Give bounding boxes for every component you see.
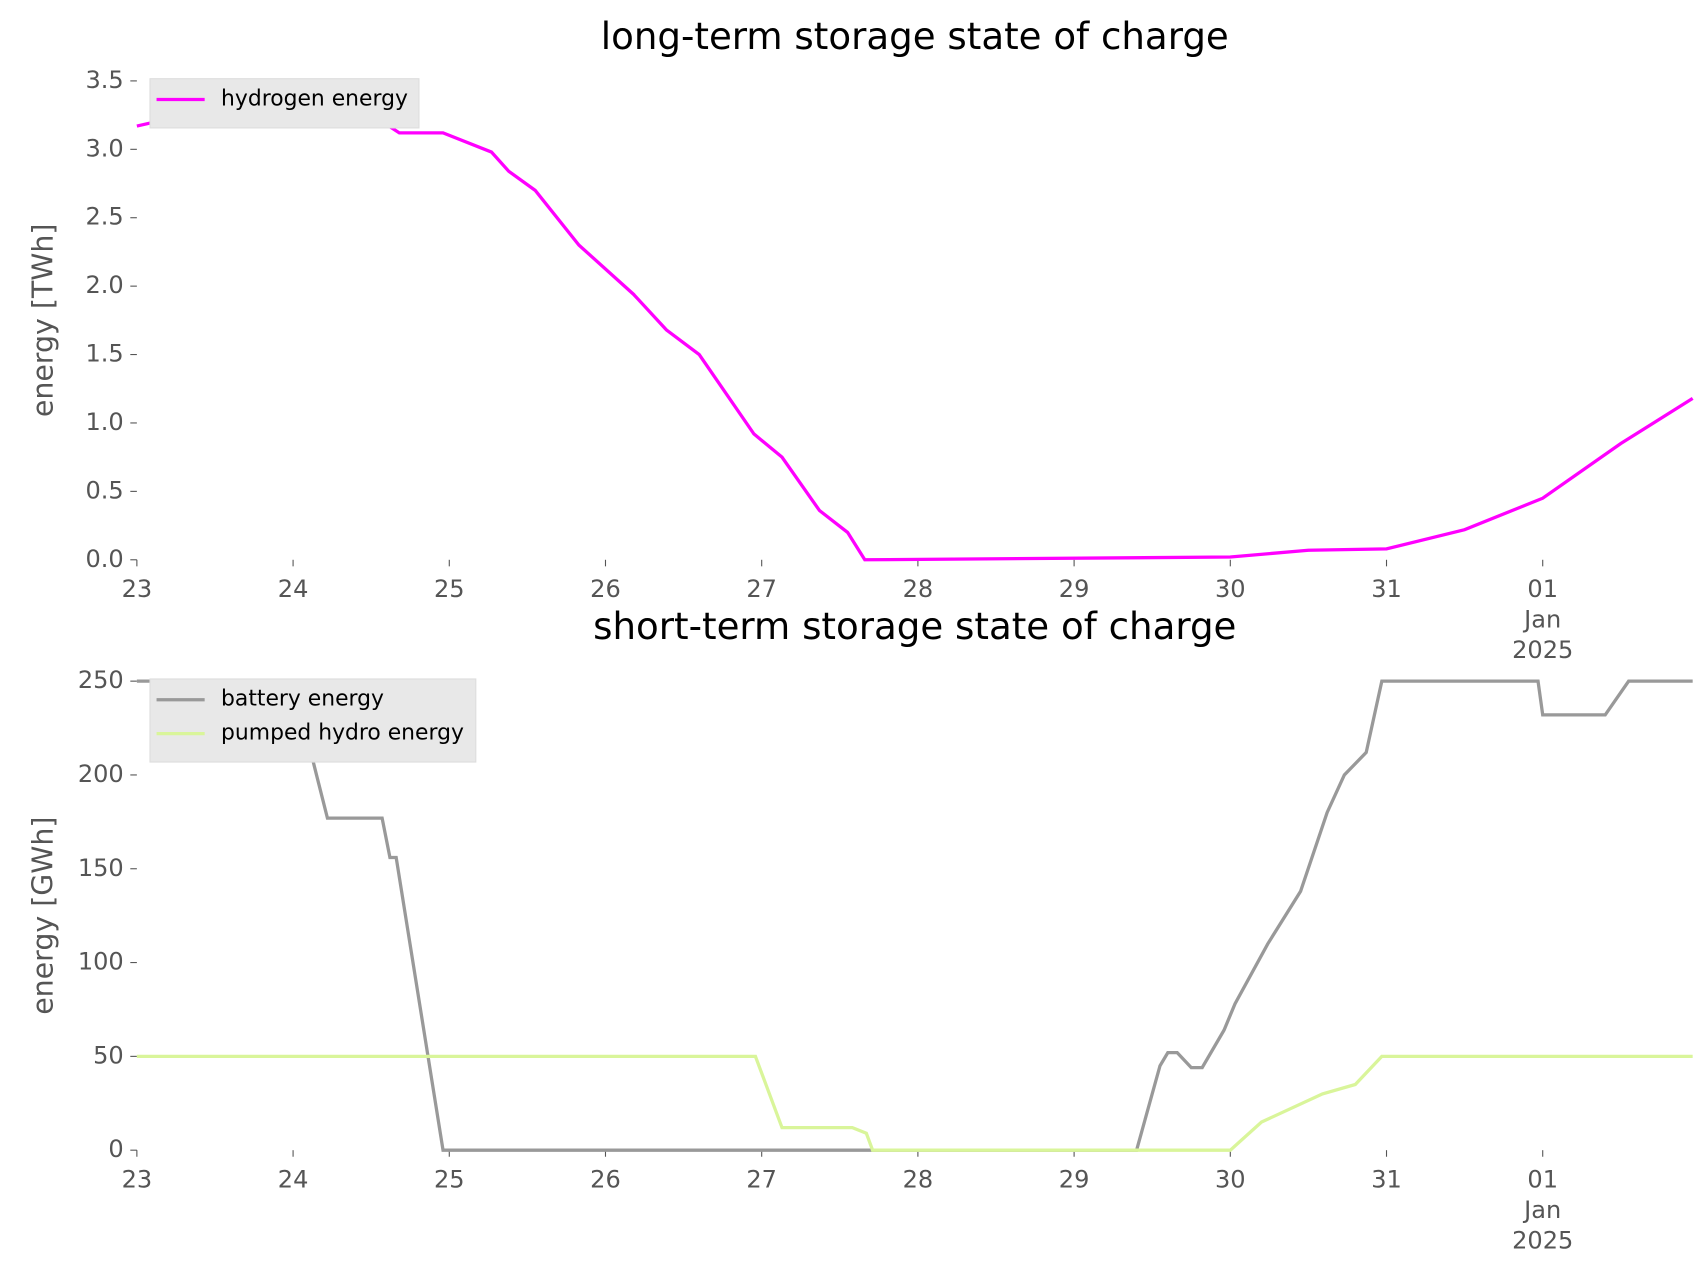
y-tick-label: 100 xyxy=(78,948,124,976)
y-tick-label: 2.5 xyxy=(86,203,124,231)
x-tick-label: 31 xyxy=(1371,575,1402,603)
chart-title: short-term storage state of charge xyxy=(593,604,1236,648)
y-tick-label: 0.5 xyxy=(86,476,124,504)
x-tick-label: 23 xyxy=(122,1165,153,1193)
y-tick-label: 1.0 xyxy=(86,408,124,436)
y-tick-label: 2.0 xyxy=(86,271,124,299)
series-line xyxy=(136,1054,1693,1152)
y-tick-label: 3.5 xyxy=(86,66,124,94)
legend-label: battery energy xyxy=(221,687,384,712)
x-tick-label: 27 xyxy=(746,1165,777,1193)
x-tick-label: 28 xyxy=(903,1165,934,1193)
x-tick-label: 26 xyxy=(590,1165,621,1193)
y-tick-label: 0.0 xyxy=(86,545,124,573)
chart-title: long-term storage state of charge xyxy=(601,14,1229,58)
y-axis-label: energy [TWh] xyxy=(27,224,60,418)
legend-label: hydrogen energy xyxy=(221,86,408,111)
series-line xyxy=(136,92,1694,562)
legend: battery energy pumped hydro energy xyxy=(149,678,477,763)
y-tick-label: 250 xyxy=(78,666,124,694)
legend-label: pumped hydro energy xyxy=(221,721,464,746)
y-tick-label: 50 xyxy=(93,1041,124,1069)
legend-box xyxy=(149,678,477,763)
y-tick-label: 3.0 xyxy=(86,134,124,162)
x-tick-label: 25 xyxy=(434,575,465,603)
x-tick-label: 24 xyxy=(278,575,309,603)
y-tick-label: 200 xyxy=(78,760,124,788)
x-tick-label: 25 xyxy=(434,1165,465,1193)
x-tick-label: 31 xyxy=(1371,1165,1402,1193)
x-tick-label: 26 xyxy=(590,575,621,603)
x-tick-label: 30 xyxy=(1215,575,1246,603)
series-line xyxy=(136,679,1693,1152)
y-tick-label: 150 xyxy=(78,854,124,882)
x-tick-label: 29 xyxy=(1059,575,1090,603)
x-tick-label: 01 Jan 2025 xyxy=(1512,1165,1573,1254)
x-tick-label: 24 xyxy=(278,1165,309,1193)
x-tick-label: 23 xyxy=(122,575,153,603)
x-tick-label: 28 xyxy=(903,575,934,603)
legend-box xyxy=(149,78,420,129)
x-tick-label: 27 xyxy=(746,575,777,603)
x-tick-label: 01 Jan 2025 xyxy=(1512,575,1573,664)
x-tick-label: 30 xyxy=(1215,1165,1246,1193)
y-tick-label: 0 xyxy=(108,1135,123,1163)
y-tick-label: 1.5 xyxy=(86,340,124,368)
y-axis-label: energy [GWh] xyxy=(27,817,60,1015)
legend: hydrogen energy xyxy=(149,78,420,129)
x-tick-label: 29 xyxy=(1059,1165,1090,1193)
